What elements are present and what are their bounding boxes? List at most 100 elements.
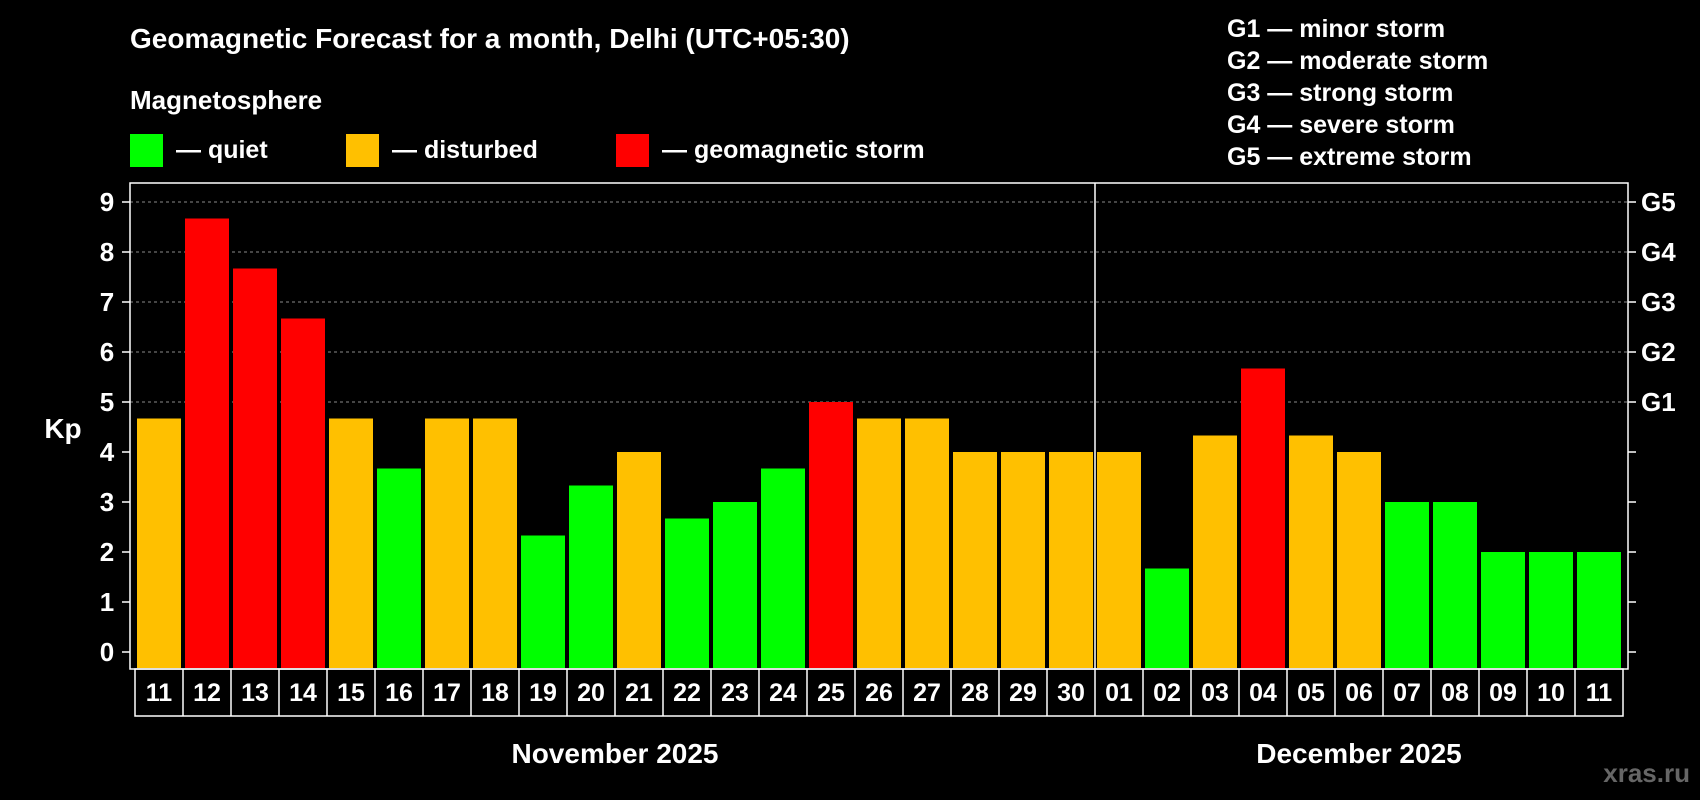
legend-disturbed: — disturbed (346, 134, 538, 167)
x-tick-label-nov-16: 16 (385, 679, 413, 707)
right-axis-label-g1: G1 (1641, 387, 1676, 417)
x-axis-layer: 11 12 13 14 15 16 17 18 19 20 21 22 23 24 25 26 27 28 29 30… (134, 668, 1624, 769)
x-tick-label-nov-28: 28 (961, 679, 989, 707)
x-tick-label-dec-04: 04 (1249, 679, 1277, 707)
x-tick-label-nov-24: 24 (769, 679, 797, 707)
bar-nov-15 (329, 418, 373, 668)
bar-dec-08 (1433, 502, 1477, 668)
storm-scale-g2: G2 — moderate storm (1227, 47, 1488, 75)
axes-layer: 0 1 2 3 4 5 6 7 8 9 G1 G2 G3 G4 G5 (100, 182, 1676, 670)
legend-storm: — geomagnetic storm (616, 134, 925, 167)
x-axis-box (134, 668, 1624, 717)
bar-nov-16 (377, 468, 421, 668)
bar-nov-19 (521, 535, 565, 668)
bar-dec-07 (1385, 502, 1429, 668)
y-tick-label-1: 1 (100, 587, 114, 617)
x-tick-label-dec-11: 11 (1586, 679, 1613, 707)
x-tick-label-nov-11: 11 (146, 679, 173, 707)
y-tick-label-7: 7 (100, 287, 114, 317)
bar-dec-01 (1097, 452, 1141, 668)
bar-nov-21 (617, 452, 661, 668)
bar-nov-27 (905, 418, 949, 668)
x-tick-label-nov-21: 21 (625, 679, 653, 707)
right-axis-label-g5: G5 (1641, 187, 1676, 217)
bar-nov-24 (761, 468, 805, 668)
y-tick-label-0: 0 (100, 637, 114, 667)
legend-disturbed-swatch (346, 134, 379, 167)
storm-scale-g4: G4 — severe storm (1227, 111, 1455, 139)
bar-nov-28 (953, 452, 997, 668)
y-tick-label-3: 3 (100, 487, 114, 517)
right-axis-label-g3: G3 (1641, 287, 1676, 317)
bar-dec-09 (1481, 552, 1525, 668)
x-tick-label-nov-22: 22 (673, 679, 701, 707)
x-tick-label-nov-20: 20 (577, 679, 605, 707)
y-tick-label-8: 8 (100, 237, 114, 267)
x-tick-label-nov-18: 18 (481, 679, 509, 707)
x-tick-label-dec-09: 09 (1489, 679, 1517, 707)
x-tick-label-nov-15: 15 (337, 679, 365, 707)
x-tick-label-nov-30: 30 (1057, 679, 1085, 707)
legend-storm-swatch (616, 134, 649, 167)
bar-nov-20 (569, 485, 613, 668)
right-axis-label-g2: G2 (1641, 337, 1676, 367)
bar-nov-29 (1001, 452, 1045, 668)
x-tick-label-nov-19: 19 (529, 679, 557, 707)
x-tick-label-dec-01: 01 (1105, 679, 1133, 707)
watermark: xras.ru (1603, 758, 1690, 788)
bar-nov-30 (1049, 452, 1093, 668)
bar-dec-02 (1145, 568, 1189, 668)
storm-scale-g5: G5 — extreme storm (1227, 143, 1472, 171)
x-tick-label-nov-14: 14 (289, 679, 317, 707)
x-tick-label-nov-27: 27 (913, 679, 941, 707)
x-tick-label-dec-06: 06 (1345, 679, 1373, 707)
legend-heading: Magnetosphere (130, 85, 322, 115)
bar-nov-23 (713, 502, 757, 668)
bar-nov-14 (281, 318, 325, 668)
month-label-november: November 2025 (511, 738, 718, 769)
x-tick-label-nov-29: 29 (1009, 679, 1037, 707)
bar-nov-25 (809, 402, 853, 668)
bar-dec-10 (1529, 552, 1573, 668)
legend-quiet-swatch (130, 134, 163, 167)
bar-dec-11 (1577, 552, 1621, 668)
x-tick-label-nov-26: 26 (865, 679, 893, 707)
x-tick-label-nov-23: 23 (721, 679, 749, 707)
month-label-december: December 2025 (1256, 738, 1461, 769)
bar-dec-03 (1193, 435, 1237, 668)
bar-nov-11 (137, 418, 181, 668)
bar-dec-06 (1337, 452, 1381, 668)
storm-scale: G1 — minor storm G2 — moderate storm G3 … (1227, 15, 1488, 171)
y-tick-label-4: 4 (100, 437, 115, 467)
x-tick-label-nov-25: 25 (817, 679, 845, 707)
chart-title: Geomagnetic Forecast for a month, Delhi … (130, 23, 850, 54)
legend-quiet: — quiet (130, 134, 268, 167)
legend-disturbed-label: — disturbed (392, 136, 538, 164)
x-tick-label-dec-10: 10 (1537, 679, 1565, 707)
y-axis-label: Kp (44, 413, 81, 444)
legend-quiet-label: — quiet (176, 136, 268, 164)
right-axis-label-g4: G4 (1641, 237, 1676, 267)
bar-nov-18 (473, 418, 517, 668)
bar-nov-17 (425, 418, 469, 668)
bar-nov-12 (185, 218, 229, 668)
y-tick-label-5: 5 (100, 387, 114, 417)
y-tick-label-6: 6 (100, 337, 114, 367)
bar-dec-05 (1289, 435, 1333, 668)
x-tick-label-nov-13: 13 (241, 679, 269, 707)
x-tick-label-nov-12: 12 (193, 679, 221, 707)
storm-scale-g1: G1 — minor storm (1227, 15, 1445, 43)
bar-dec-04 (1241, 368, 1285, 668)
x-tick-label-dec-05: 05 (1297, 679, 1325, 707)
x-tick-label-dec-03: 03 (1201, 679, 1229, 707)
y-tick-label-9: 9 (100, 187, 114, 217)
bar-nov-26 (857, 418, 901, 668)
y-tick-label-2: 2 (100, 537, 114, 567)
legend-storm-label: — geomagnetic storm (662, 136, 925, 164)
bar-nov-13 (233, 268, 277, 668)
x-tick-label-dec-02: 02 (1153, 679, 1181, 707)
x-tick-label-dec-07: 07 (1393, 679, 1421, 707)
grid-layer (130, 201, 1628, 403)
x-tick-label-nov-17: 17 (433, 679, 461, 707)
